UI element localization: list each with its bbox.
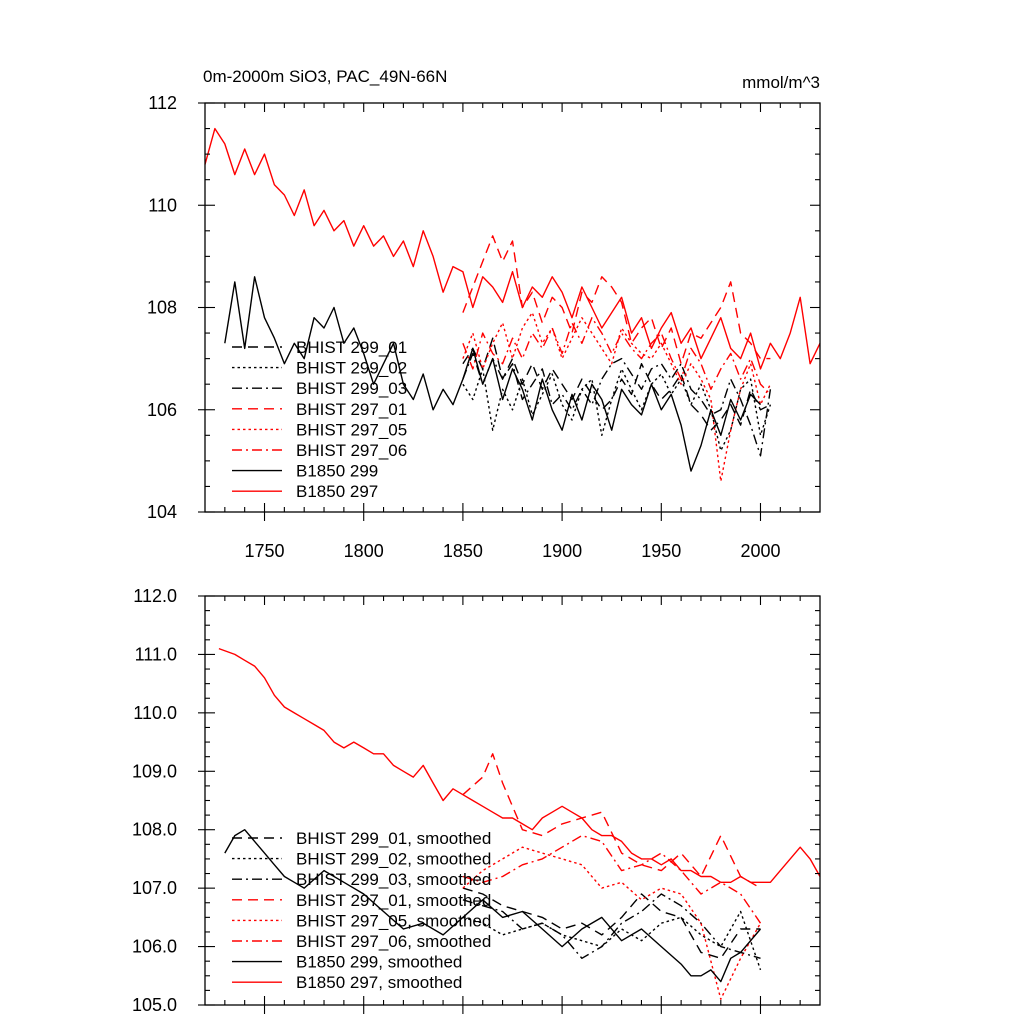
legend-label: BHIST 297_01	[296, 400, 407, 419]
series-line-bhist-297-01	[462, 235, 771, 365]
x-tick-label: 1850	[443, 541, 483, 561]
legend-label: B1850 299	[296, 462, 378, 481]
series-line-bhist-299-03-smoothed	[462, 893, 761, 959]
legend-label: B1850 297	[296, 482, 378, 501]
bottom-axis-ticks: 105.0 106.0 107.0 108.0 109.0 110.0 111.0 112.0	[132, 586, 820, 1015]
y-tick-label: 110	[148, 195, 177, 215]
legend-label: B1850 299, smoothed	[296, 953, 462, 972]
top-panel: 0m-2000m SiO3, PAC_49N-66N mmol/m^3 1750…	[147, 67, 821, 561]
top-series-layer	[204, 127, 821, 482]
bottom-legend: BHIST 299_01, smoothed BHIST 299_02, smoo…	[232, 829, 491, 992]
top-axis-ticks: 1750 1800 1850 1900 1950 2000 104 106 108 110 112	[147, 93, 820, 561]
legend-label: BHIST 297_06	[296, 441, 407, 460]
series-line-bhist-297-05	[462, 311, 772, 482]
series-line-bhist-299-02-smoothed	[462, 910, 762, 971]
series-line-bhist-297-06-smoothed	[462, 834, 762, 924]
legend-label: BHIST 299_01, smoothed	[296, 829, 491, 848]
legend-label: BHIST 299_03, smoothed	[296, 870, 491, 889]
legend-label: BHIST 297_05	[296, 420, 407, 439]
legend-label: BHIST 299_03	[296, 379, 407, 398]
x-tick-label: 1750	[244, 541, 284, 561]
y-tick-label: 108	[147, 298, 177, 318]
legend-label: BHIST 299_01	[296, 338, 407, 357]
y-tick-label: 105.0	[132, 995, 177, 1015]
series-line-bhist-297-01-smoothed	[462, 753, 761, 889]
series-line-bhist-299-03	[462, 352, 772, 457]
x-tick-label: 1800	[344, 541, 384, 561]
legend-label: BHIST 297_01, smoothed	[296, 891, 491, 910]
series-line-b1850-299-smoothed	[224, 829, 762, 983]
y-tick-label: 112.0	[133, 586, 177, 606]
series-line-b1850-299	[224, 276, 762, 472]
y-tick-label: 111.0	[135, 644, 177, 664]
series-line-b1850-297	[204, 127, 821, 370]
y-tick-label: 108.0	[132, 820, 177, 840]
top-chart-title: 0m-2000m SiO3, PAC_49N-66N	[203, 67, 447, 86]
series-line-bhist-299-02	[462, 368, 772, 452]
x-tick-label: 1950	[641, 541, 681, 561]
y-tick-label: 109.0	[132, 761, 177, 781]
legend-label: BHIST 297_06, smoothed	[296, 932, 491, 951]
y-tick-label: 107.0	[132, 878, 177, 898]
legend-label: BHIST 299_02, smoothed	[296, 850, 491, 869]
y-tick-label: 106	[147, 400, 177, 420]
top-chart-units: mmol/m^3	[742, 73, 820, 92]
series-line-b1850-297-smoothed	[218, 647, 821, 883]
series-line-bhist-297-05-smoothed	[462, 846, 762, 1000]
series-line-bhist-297-06	[462, 317, 771, 395]
y-tick-label: 112	[148, 93, 177, 113]
y-tick-label: 106.0	[132, 937, 177, 957]
y-tick-label: 104	[147, 502, 177, 522]
bottom-panel: 105.0 106.0 107.0 108.0 109.0 110.0 111.0 112.0…	[132, 586, 821, 1015]
y-tick-label: 110.0	[133, 703, 177, 723]
x-tick-label: 2000	[740, 541, 780, 561]
legend-label: BHIST 297_05, smoothed	[296, 911, 491, 930]
legend-label: BHIST 299_02	[296, 359, 407, 378]
bottom-series-layer	[218, 647, 821, 1000]
legend-label: B1850 297, smoothed	[296, 973, 462, 992]
series-line-bhist-299-01	[462, 337, 771, 431]
series-line-bhist-299-01-smoothed	[462, 887, 761, 959]
x-tick-label: 1900	[542, 541, 582, 561]
